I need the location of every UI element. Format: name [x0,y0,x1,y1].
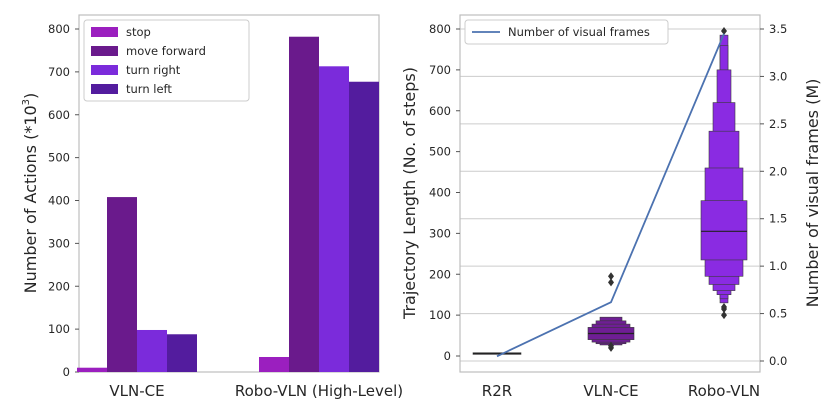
right-y-tick-label: 300 [429,226,451,240]
visual-frames-line [496,33,725,358]
right-y-tick-label: 100 [429,308,451,322]
bar-turn-left-1 [167,334,197,372]
left-y-axis-label: Number of Actions (*103) [21,93,40,294]
outlier-VLN-CE [608,272,614,281]
left-x-category-label: VLN-CE [109,382,164,400]
left-y-tick-label: 200 [48,279,70,293]
right-x-category-label: R2R [482,382,512,400]
right-y-tick-label: 500 [429,145,451,159]
right-y-tick-label: 700 [429,63,451,77]
left-chart: 0 100 200 300 400 500 600 700 800 VLN-CE Robo-VLN… [21,14,403,400]
legend-swatch-turn-left [91,84,118,94]
secondary-y-tick-label: 3.5 [769,22,787,36]
secondary-y-tick-label: 0.0 [769,354,787,368]
left-legend: stop move forward turn right turn left [83,19,250,102]
right-plot-frame [459,14,761,373]
right-y-tick-label: 800 [429,22,451,36]
right-legend-label: Number of visual frames [508,25,650,39]
secondary-y-tick-label: 3.0 [769,69,787,83]
left-y-tick-label: 500 [48,151,70,165]
right-y-tick-label: 0 [444,349,451,363]
outlier-Robo-VLN [721,302,727,311]
left-y-tick-label: 0 [63,365,70,379]
bar-stop-2 [259,356,289,372]
left-x-category-label: Robo-VLN (High-Level) [235,382,403,400]
legend-swatch-turn-right [91,65,118,75]
bar-move-forward-2 [289,36,319,372]
right-y-tick-label: 400 [429,186,451,200]
bar-stop-1 [77,367,107,372]
outlier-Robo-VLN [721,311,727,320]
right-legend-box [464,19,669,45]
legend-swatch-move-forward [91,46,118,56]
bar-move-forward-1 [107,197,137,372]
left-y-tick-label: 700 [48,65,70,79]
outlier-Robo-VLN [721,27,727,36]
right-y-axis-label: Trajectory Length (No. of steps) [400,67,419,320]
bar-turn-left-2 [349,81,379,372]
legend-label-move-forward: move forward [126,44,206,58]
left-y-tick-label: 800 [48,22,70,36]
legend-swatch-stop [91,27,118,37]
right-legend: Number of visual frames [464,19,669,45]
left-y-tick-label: 400 [48,194,70,208]
bar-turn-right-1 [137,329,167,372]
left-y-tick-label: 100 [48,322,70,336]
boxen-level-Robo-VLN-1 [700,200,748,261]
right-y-tick-label: 600 [429,104,451,118]
secondary-y-tick-label: 2.5 [769,117,787,131]
secondary-y-tick-label: 1.0 [769,259,787,273]
secondary-y-tick-label: 2.0 [769,164,787,178]
legend-label-stop: stop [126,25,151,39]
legend-label-turn-left: turn left [126,82,172,96]
right-secondary-y-axis-label: Number of visual frames (M) [803,79,822,308]
right-x-category-label: VLN-CE [583,382,638,400]
right-chart: 0 100 200 300 400 500 600 700 800 0.0 0.5 1.0 1.5 2.… [400,14,822,400]
right-x-category-label: Robo-VLN [688,382,760,400]
secondary-y-tick-label: 0.5 [769,307,787,321]
bar-turn-right-2 [319,66,349,373]
left-legend-box [83,19,250,102]
left-y-tick-label: 600 [48,108,70,122]
outlier-VLN-CE [608,341,614,350]
right-y-tick-label: 200 [429,267,451,281]
legend-label-turn-right: turn right [126,63,181,77]
outlier-VLN-CE [608,278,614,287]
secondary-y-tick-label: 1.5 [769,212,787,226]
left-y-tick-label: 300 [48,236,70,250]
